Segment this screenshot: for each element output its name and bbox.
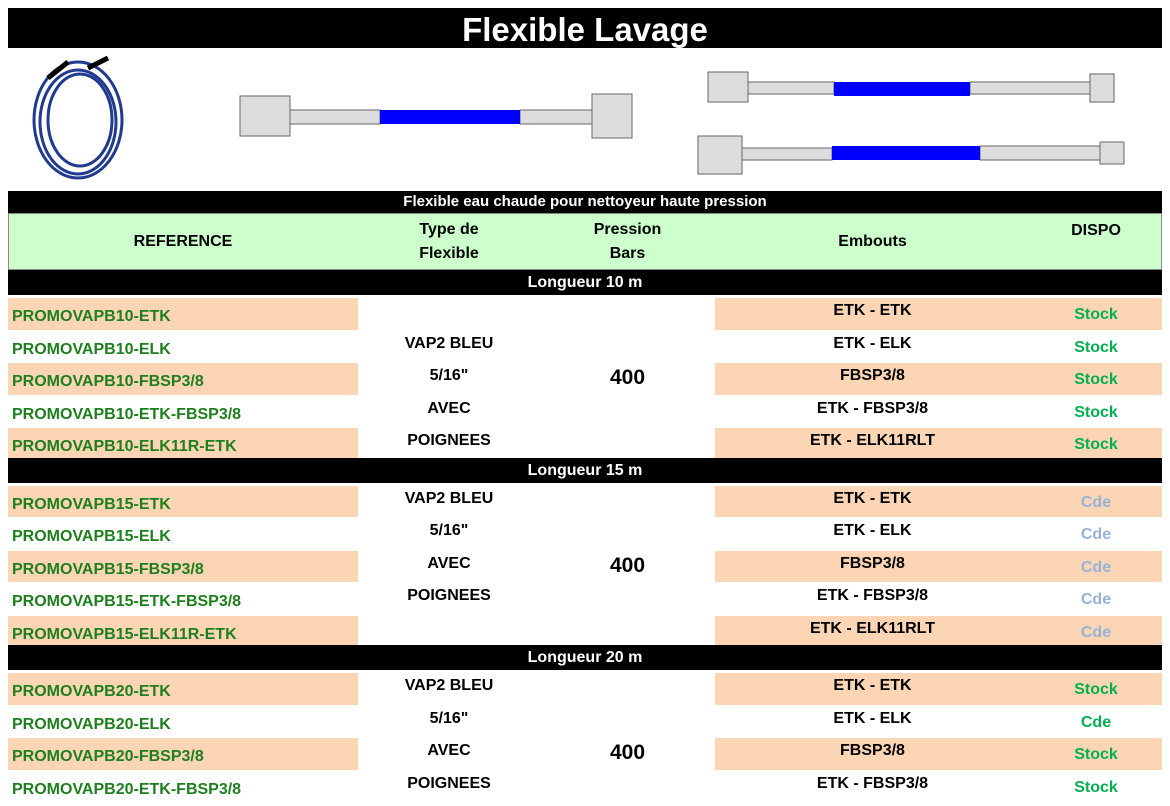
reference: PROMOVAPB20-ELK xyxy=(12,709,358,742)
column-header: Embouts xyxy=(715,213,1030,270)
fittings: ETK - FBSP3/8 xyxy=(715,580,1030,613)
section-bar: Longueur 10 m xyxy=(8,270,1162,295)
availability: Stock xyxy=(1030,739,1162,772)
availability: Cde xyxy=(1030,707,1162,740)
reference: PROMOVAPB10-ELK xyxy=(12,334,358,367)
reference: PROMOVAPB15-FBSP3/8 xyxy=(12,554,358,587)
fittings: FBSP3/8 xyxy=(715,548,1030,581)
section-bar: Longueur 20 m xyxy=(8,645,1162,670)
fittings: FBSP3/8 xyxy=(715,735,1030,768)
reference: PROMOVAPB15-ELK xyxy=(12,521,358,554)
hose-type: VAP2 BLEU xyxy=(358,670,540,703)
column-header-line: Embouts xyxy=(838,230,906,254)
fittings: ETK - ELK11RLT xyxy=(715,425,1030,458)
section-bar: Longueur 15 m xyxy=(8,458,1162,483)
hose-type: VAP2 BLEU xyxy=(358,328,540,361)
availability: Cde xyxy=(1030,552,1162,585)
hose-type: AVEC xyxy=(358,735,540,768)
hose-type: 5/16" xyxy=(358,360,540,393)
column-header-line: DISPO xyxy=(1071,219,1121,243)
fittings: ETK - FBSP3/8 xyxy=(715,768,1030,801)
availability: Cde xyxy=(1030,519,1162,552)
reference: PROMOVAPB20-ETK xyxy=(12,676,358,709)
column-header-line: REFERENCE xyxy=(134,230,233,254)
hose-type: 5/16" xyxy=(358,703,540,736)
column-header: DISPO xyxy=(1030,213,1162,270)
fittings: ETK - ELK xyxy=(715,703,1030,736)
reference: PROMOVAPB10-ETK xyxy=(12,301,358,334)
availability: Stock xyxy=(1030,397,1162,430)
availability: Stock xyxy=(1030,299,1162,332)
hose-type: 5/16" xyxy=(358,515,540,548)
hose-type: POIGNEES xyxy=(358,580,540,613)
availability: Stock xyxy=(1030,332,1162,365)
product-images xyxy=(8,48,1162,190)
availability: Stock xyxy=(1030,364,1162,397)
fittings: ETK - FBSP3/8 xyxy=(715,393,1030,426)
reference: PROMOVAPB10-ETK-FBSP3/8 xyxy=(12,399,358,432)
subtitle: Flexible eau chaude pour nettoyeur haute… xyxy=(8,191,1162,213)
column-header-line: Bars xyxy=(610,242,646,266)
availability: Cde xyxy=(1030,584,1162,617)
column-header: REFERENCE xyxy=(8,213,358,270)
hose-type: VAP2 BLEU xyxy=(358,483,540,516)
availability: Stock xyxy=(1030,674,1162,707)
column-header-line: Flexible xyxy=(419,242,479,266)
column-header-line: Type de xyxy=(419,218,478,242)
reference: PROMOVAPB20-FBSP3/8 xyxy=(12,741,358,774)
fittings: FBSP3/8 xyxy=(715,360,1030,393)
hose-type: AVEC xyxy=(358,393,540,426)
hose-type: POIGNEES xyxy=(358,768,540,801)
title: Flexible Lavage xyxy=(8,8,1162,48)
pressure: 400 xyxy=(540,737,715,770)
fittings: ETK - ETK xyxy=(715,670,1030,703)
fittings: ETK - ELK11RLT xyxy=(715,613,1030,646)
hose-type: POIGNEES xyxy=(358,425,540,458)
availability: Stock xyxy=(1030,772,1162,805)
reference: PROMOVAPB15-ETK-FBSP3/8 xyxy=(12,586,358,619)
fittings: ETK - ETK xyxy=(715,295,1030,328)
fittings: ETK - ETK xyxy=(715,483,1030,516)
pressure: 400 xyxy=(540,362,715,395)
reference: PROMOVAPB10-FBSP3/8 xyxy=(12,366,358,399)
fittings: ETK - ELK xyxy=(715,328,1030,361)
reference: PROMOVAPB15-ETK xyxy=(12,489,358,522)
reference: PROMOVAPB20-ETK-FBSP3/8 xyxy=(12,774,358,806)
pressure: 400 xyxy=(540,550,715,583)
fittings: ETK - ELK xyxy=(715,515,1030,548)
availability: Cde xyxy=(1030,487,1162,520)
hose-type: AVEC xyxy=(358,548,540,581)
column-header-line: Pression xyxy=(594,218,662,242)
